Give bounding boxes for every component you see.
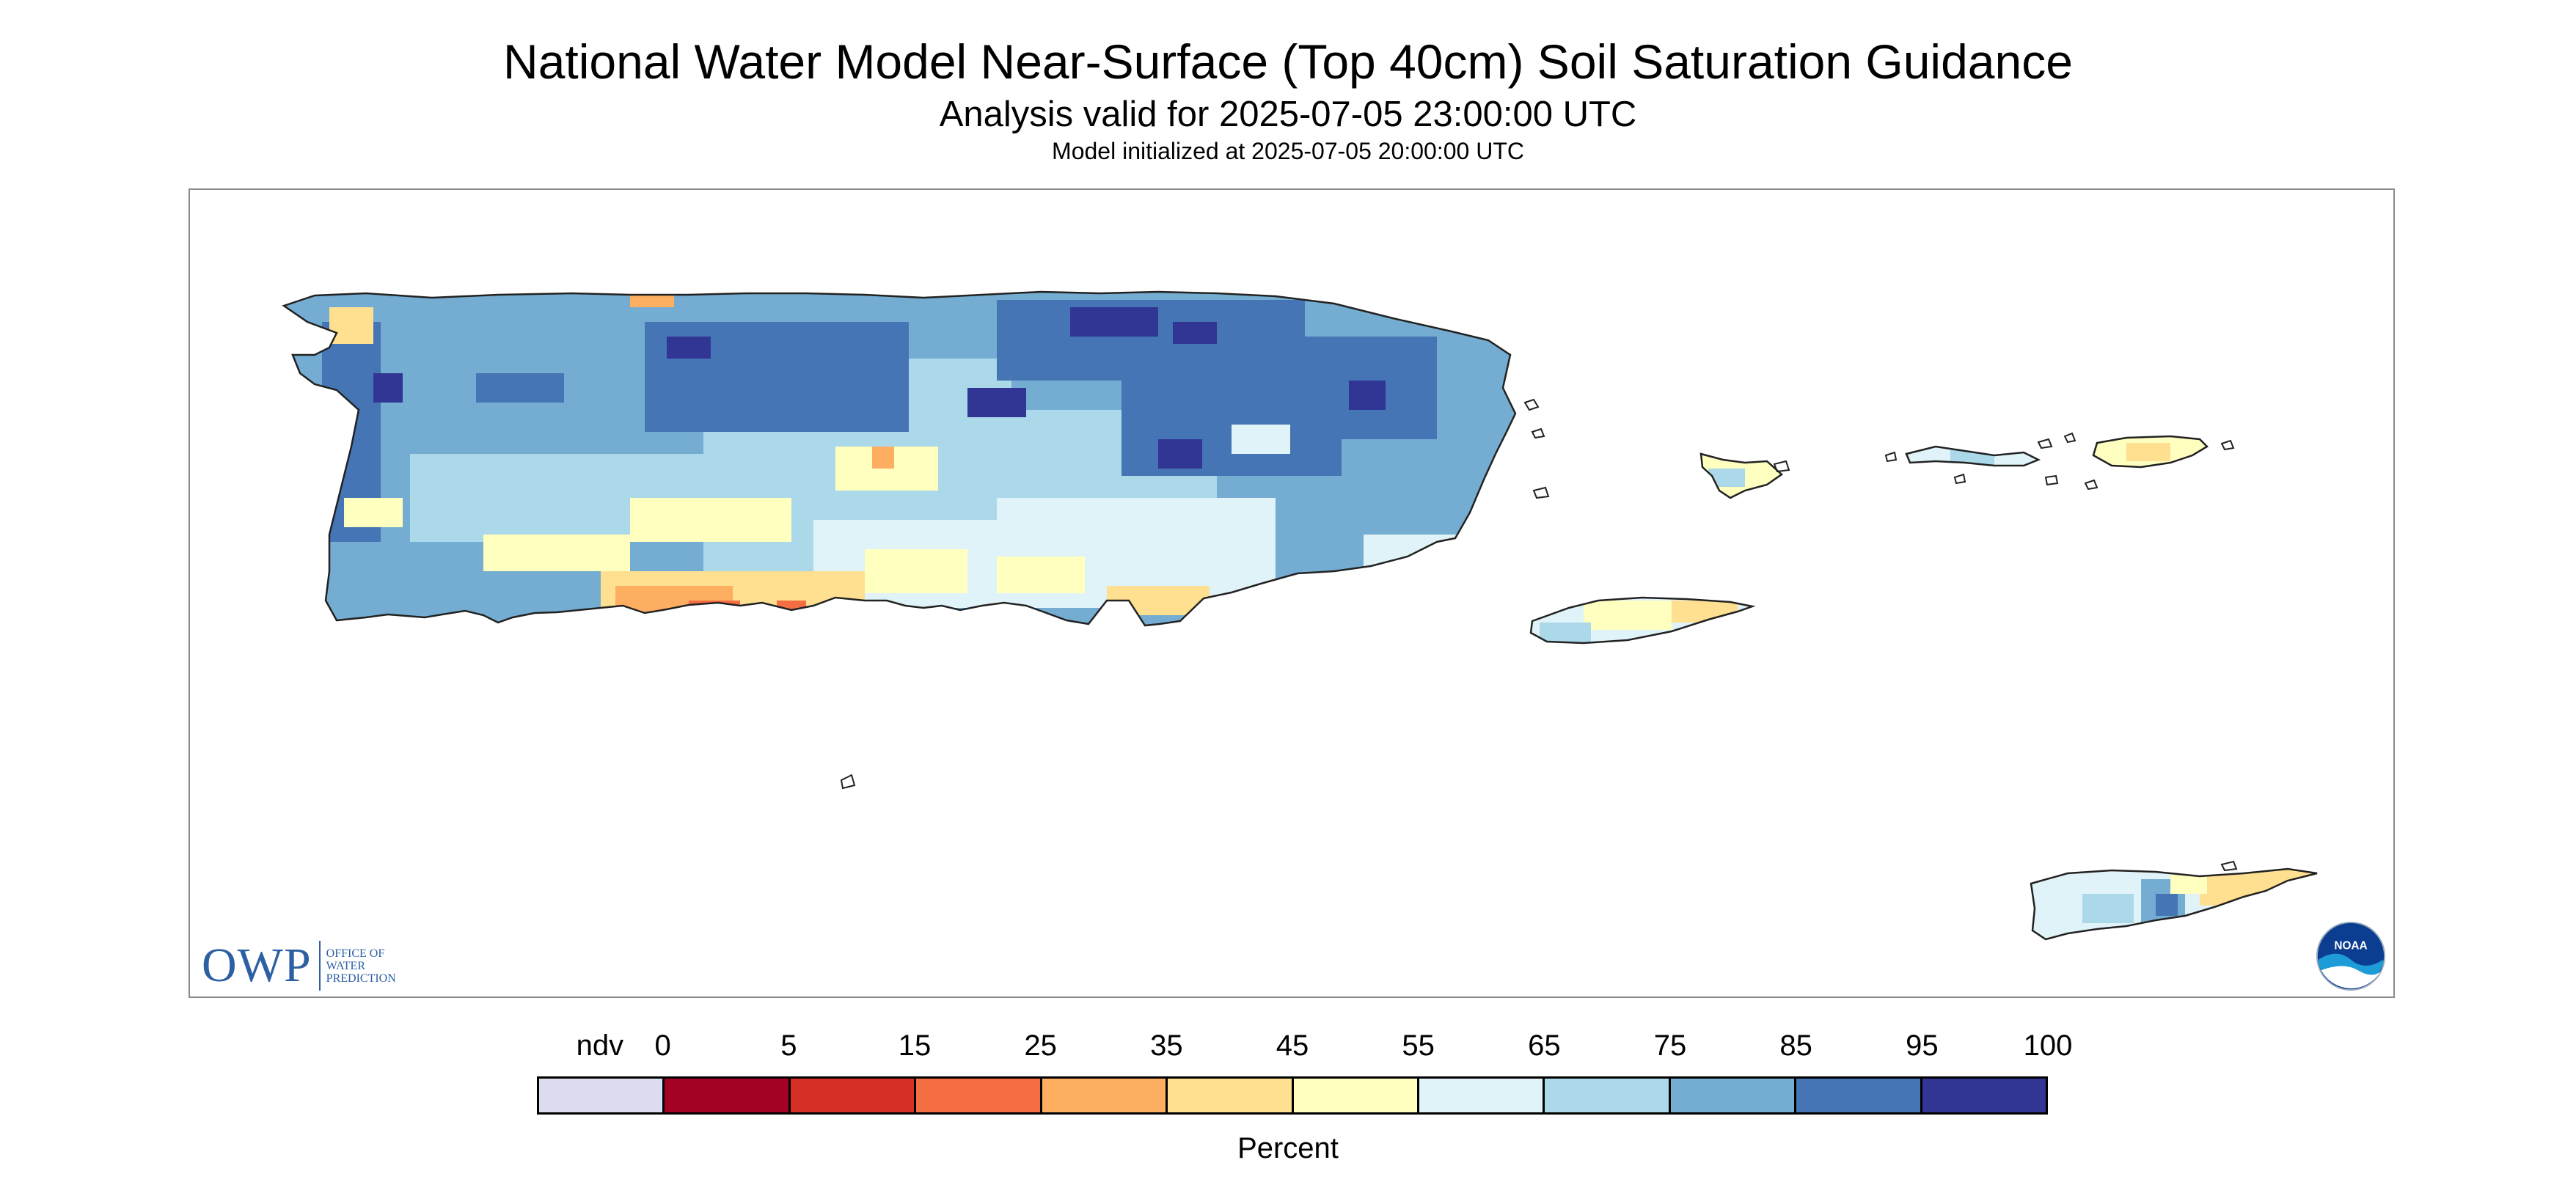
colorbar-tick-label: 100: [2023, 1029, 2073, 1062]
colorbar-swatch-11: [1922, 1079, 2046, 1112]
colorbar-swatch-10: [1796, 1079, 1922, 1112]
colorbar-swatch-7: [1419, 1079, 1545, 1112]
colorbar-tick-label: 75: [1653, 1029, 1687, 1062]
colorbar-tick-label: 5: [780, 1029, 797, 1062]
st-thomas-field: [1905, 445, 2041, 467]
colorbar-swatch-2: [790, 1079, 917, 1112]
colorbar-swatch-1: [665, 1079, 791, 1112]
colorbar-tick-label: 25: [1024, 1029, 1057, 1062]
colorbar-swatch-8: [1545, 1079, 1671, 1112]
colorbar-swatch-0: [539, 1079, 665, 1112]
colorbar-tick-label: ndv: [576, 1029, 624, 1062]
puerto-rico-field: [282, 290, 1517, 627]
map-canvas: [282, 290, 2318, 941]
colorbar-tick-label: 0: [654, 1029, 671, 1062]
owp-logo-text: OFFICE OF WATER PREDICTION: [321, 947, 396, 985]
colorbar-tick-label: 85: [1779, 1029, 1812, 1062]
colorbar-tick-label: 95: [1906, 1029, 1939, 1062]
noaa-logo: NOAA: [2316, 921, 2386, 991]
map-subtitle: Analysis valid for 2025-07-05 23:00:00 U…: [939, 95, 1637, 134]
map-title: National Water Model Near-Surface (Top 4…: [503, 34, 2073, 89]
colorbar-swatch-4: [1042, 1079, 1168, 1112]
owp-logo-mark: OWP: [202, 941, 321, 991]
noaa-logo-text: NOAA: [2334, 939, 2367, 952]
st-croix-field: [2030, 867, 2318, 941]
colorbar: [537, 1076, 2048, 1115]
vieques-field: [1529, 596, 1756, 645]
colorbar-swatch-6: [1293, 1079, 1419, 1112]
culebra-field: [1699, 452, 1784, 499]
colorbar-swatch-3: [916, 1079, 1042, 1112]
colorbar-tick-label: 55: [1402, 1029, 1435, 1062]
model-init-line: Model initialized at 2025-07-05 20:00:00…: [1052, 138, 1524, 164]
colorbar-tick-label: 15: [898, 1029, 932, 1062]
colorbar-tick-label: 35: [1150, 1029, 1183, 1062]
colorbar-swatch-9: [1670, 1079, 1797, 1112]
colorbar-swatch-5: [1168, 1079, 1294, 1112]
st-john-field: [2092, 435, 2209, 469]
owp-logo-line-3: PREDICTION: [326, 972, 396, 985]
colorbar-tick-label: 65: [1528, 1029, 1561, 1062]
colorbar-units-label: Percent: [1237, 1132, 1339, 1164]
owp-logo: OWP OFFICE OF WATER PREDICTION: [202, 939, 396, 993]
owp-logo-line-2: WATER: [326, 959, 365, 972]
small-islands: [840, 398, 2238, 872]
colorbar-tick-label: 45: [1276, 1029, 1309, 1062]
owp-logo-line-1: OFFICE OF: [326, 947, 385, 960]
map-panel: OWP OFFICE OF WATER PREDICTION NOAA: [189, 188, 2395, 998]
